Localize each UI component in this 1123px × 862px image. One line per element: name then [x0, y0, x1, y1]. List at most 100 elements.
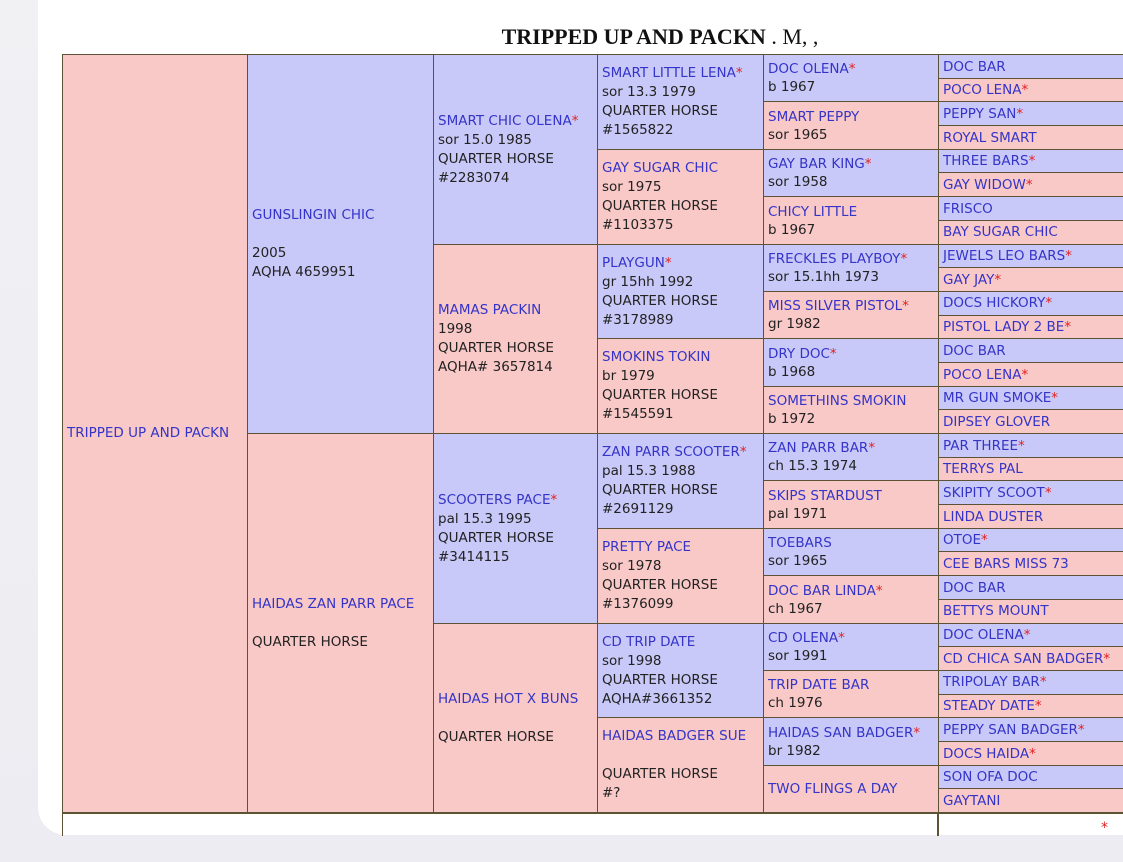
horse-name: TOEBARS [768, 535, 832, 552]
star: * [1045, 295, 1053, 312]
name-line: PAR THREE* [943, 437, 1123, 455]
detail-line: #1103375 [602, 216, 674, 233]
name-line: DOC BAR LINDA* [768, 582, 939, 600]
horse-name: FRECKLES PLAYBOY [768, 250, 901, 267]
horse-name: MISS SILVER PISTOL [768, 298, 903, 315]
detail-line: gr 15hh 1992 [602, 273, 694, 290]
horse-cell: GAY BAR KING* sor 1958 [763, 148, 940, 198]
horse-cell: DRY DOC* b 1968 [763, 338, 940, 388]
name-line: SMART LITTLE LENA* [602, 64, 764, 83]
horse-name: DOC OLENA [768, 61, 849, 78]
horse-cell: HAIDAS ZAN PARR PACE QUARTER HORSE [247, 433, 435, 814]
name-line: TRIPPED UP AND PACKN [67, 424, 248, 443]
horse-cell: MR GUN SMOKE* [938, 385, 1123, 411]
horse-cell: SKIPITY SCOOT* [938, 480, 1123, 506]
detail-line: pal 15.3 1988 [602, 463, 696, 480]
horse-name: PEPPY SAN BADGER [943, 721, 1078, 738]
horse-name: CD OLENA [768, 629, 839, 646]
name-line: ZAN PARR SCOOTER* [602, 443, 764, 462]
horse-cell: OTOE* [938, 527, 1123, 553]
name-line: BAY SUGAR CHIC [943, 223, 1123, 241]
name-line: OTOE* [943, 531, 1123, 549]
detail-line: QUARTER HORSE [602, 671, 718, 688]
horse-cell: TOEBARS sor 1965 [763, 527, 940, 577]
horse-name: HAIDAS SAN BADGER [768, 724, 914, 741]
horse-name: GAY SUGAR CHIC [602, 159, 718, 176]
detail-line: ch 1976 [768, 695, 823, 712]
horse-cell: GAY WIDOW* [938, 172, 1123, 198]
detail-line: QUARTER HORSE [252, 633, 368, 650]
detail-line: QUARTER HORSE [602, 576, 718, 593]
star: * [1028, 153, 1036, 170]
horse-name: SON OFA DOC [943, 769, 1038, 786]
detail-line: b 1972 [768, 411, 816, 428]
name-line: CD TRIP DATE [602, 633, 764, 652]
horse-name: DOC BAR [943, 579, 1006, 596]
horse-name: SMOKINS TOKIN [602, 349, 711, 366]
name-line: SCOOTERS PACE* [438, 491, 598, 510]
name-line: SMOKINS TOKIN [602, 348, 764, 367]
horse-cell: DOCS HAIDA* [938, 740, 1123, 767]
detail-line: sor 1965 [768, 553, 828, 570]
horse-name: PRETTY PACE [602, 538, 692, 555]
horse-cell: BAY SUGAR CHIC [938, 219, 1123, 245]
horse-name: SCOOTERS PACE [438, 491, 551, 508]
name-line: DOCS HICKORY* [943, 294, 1123, 312]
horse-name: TRIP DATE BAR [768, 677, 870, 694]
horse-name: PLAYGUN [602, 254, 665, 271]
horse-cell: DOC BAR LINDA* ch 1967 [763, 575, 940, 624]
horse-cell: PLAYGUN* gr 15hh 1992 QUARTER HORSE #317898… [597, 243, 765, 340]
name-line: GUNSLINGIN CHIC [252, 206, 434, 225]
horse-cell: CEE BARS MISS 73 [938, 551, 1123, 577]
horse-name: PAR THREE [943, 437, 1019, 454]
star: * [1029, 745, 1036, 762]
name-line: HAIDAS SAN BADGER* [768, 724, 939, 742]
name-line: FRECKLES PLAYBOY* [768, 250, 939, 268]
name-line: GAY JAY* [943, 271, 1123, 289]
detail-line: #? [602, 785, 621, 802]
name-line: TOEBARS [768, 534, 939, 552]
horse-name: GAYTANI [943, 792, 1001, 809]
horse-cell: ZAN PARR SCOOTER* pal 15.3 1988 QUARTER HO… [597, 433, 765, 530]
star: * [664, 254, 672, 271]
detail-line: QUARTER HORSE [438, 150, 554, 167]
horse-cell: CD OLENA* sor 1991 [763, 622, 940, 672]
horse-name: SMART LITTLE LENA [602, 65, 736, 82]
detail-line: #1565822 [602, 122, 674, 139]
horse-name: CEE BARS MISS 73 [943, 556, 1069, 573]
name-line: SKIPS STARDUST [768, 487, 939, 505]
title: TRIPPED UP AND PACKN . M, , [0, 24, 1123, 50]
star: * [1103, 650, 1111, 667]
detail-line: AQHA 4659951 [252, 264, 356, 281]
horse-name: LINDA DUSTER [943, 508, 1044, 525]
horse-cell: MAMAS PACKIN 1998 QUARTER HORSE AQHA# 36578… [433, 243, 599, 435]
horse-cell: SMART CHIC OLENA* sor 15.0 1985 QUARTER HO… [433, 54, 599, 245]
name-line: DOC BAR [943, 58, 1123, 76]
name-line: MR GUN SMOKE* [943, 389, 1123, 407]
detail-line: sor 1978 [602, 557, 662, 574]
star: * [739, 444, 747, 461]
horse-name: POCO LENA [943, 82, 1022, 99]
name-line: SMART CHIC OLENA* [438, 112, 598, 131]
star: * [1021, 82, 1029, 99]
footer-divider [937, 812, 939, 836]
name-line: POCO LENA* [943, 81, 1123, 99]
horse-cell: GAYTANI [938, 788, 1123, 814]
name-line: PRETTY PACE [602, 538, 764, 557]
detail-line: b 1968 [768, 363, 816, 380]
name-line: SKIPITY SCOOT* [943, 484, 1123, 502]
horse-cell: MISS SILVER PISTOL* gr 1982 [763, 290, 940, 340]
name-line: DOC BAR [943, 579, 1123, 597]
star: * [1051, 390, 1059, 407]
name-line: DOCS HAIDA* [943, 745, 1123, 763]
name-line: DRY DOC* [768, 345, 939, 363]
horse-name: PISTOL LADY 2 BE [943, 319, 1065, 336]
detail-line: sor 1998 [602, 652, 662, 669]
horse-cell: HAIDAS SAN BADGER* br 1982 [763, 717, 940, 767]
horse-cell: SMOKINS TOKIN br 1979 QUARTER HORSE #154559… [597, 338, 765, 435]
detail-line: br 1982 [768, 742, 821, 759]
name-line: HAIDAS HOT X BUNS [438, 690, 598, 709]
detail-line: gr 1982 [768, 316, 821, 333]
detail-line: QUARTER HORSE [602, 387, 718, 404]
